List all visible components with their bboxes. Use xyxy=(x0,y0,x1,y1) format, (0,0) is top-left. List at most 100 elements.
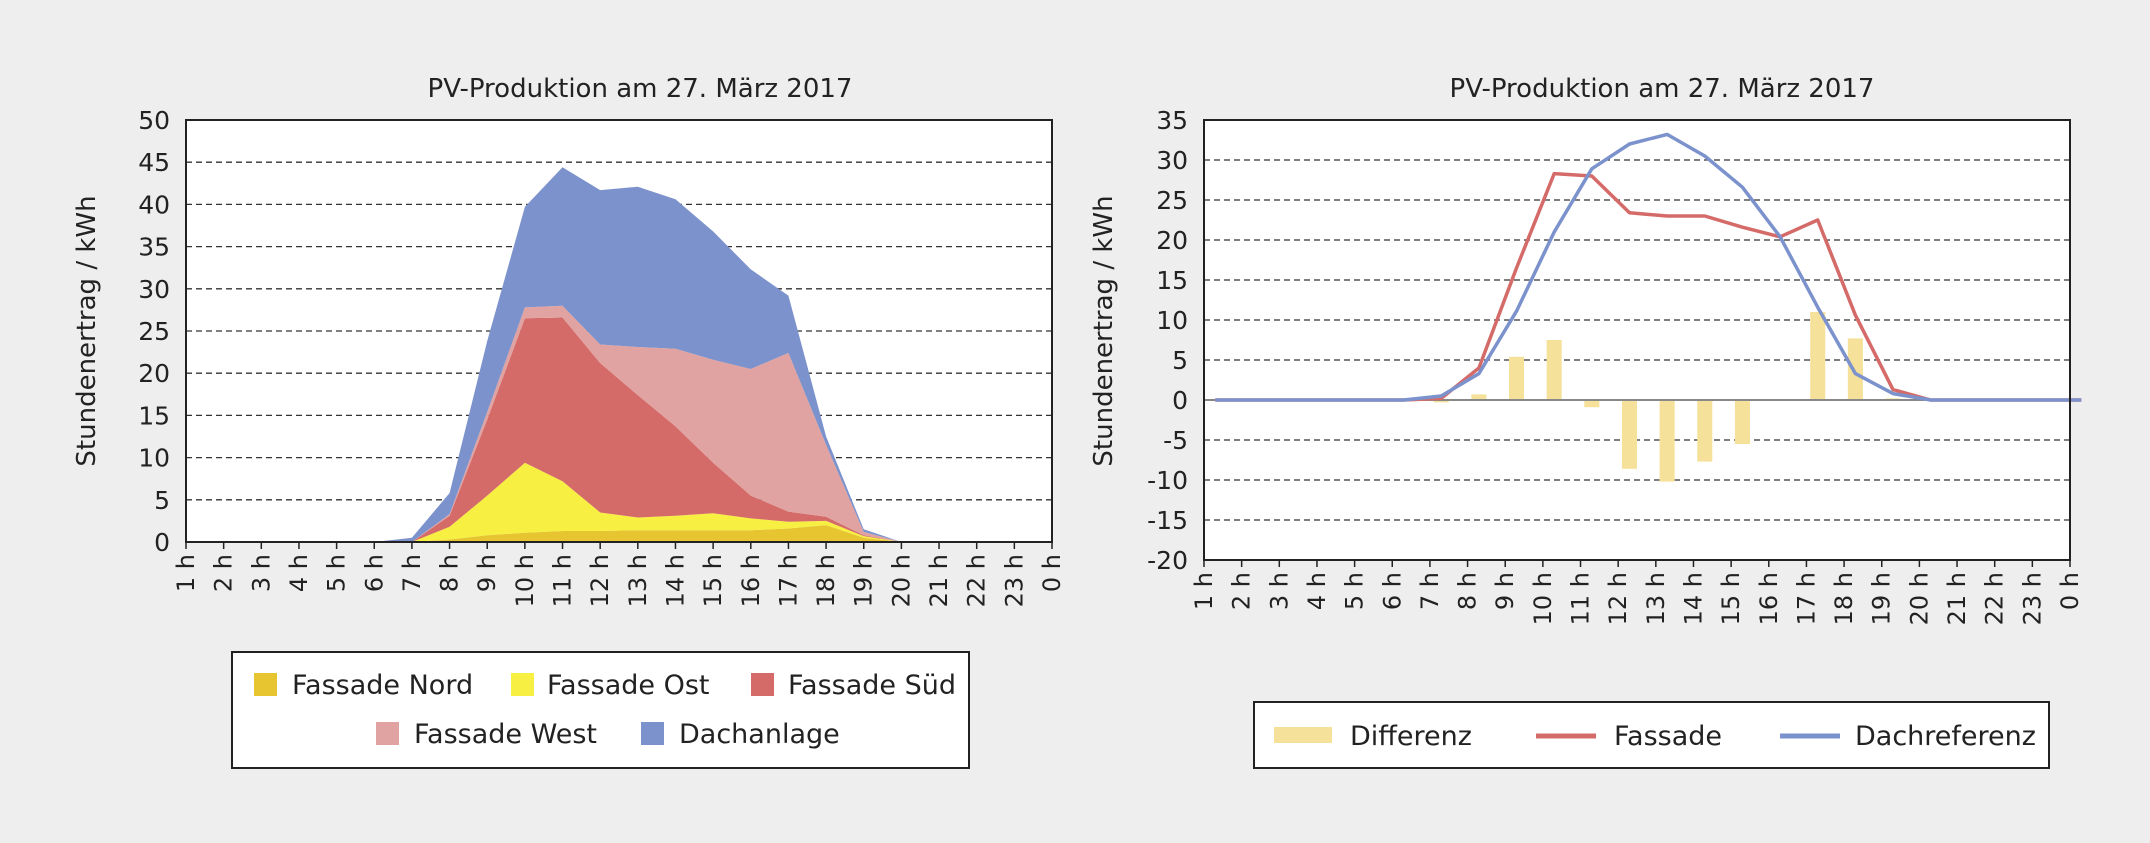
x-tick-label: 16 h xyxy=(1755,572,1783,625)
x-tick-label: 18 h xyxy=(812,554,840,607)
y-tick-label: -20 xyxy=(1147,546,1188,575)
x-tick-label: 12 h xyxy=(586,554,614,607)
bar-differenz xyxy=(1810,312,1826,400)
bar-differenz xyxy=(1847,338,1863,400)
left-areas xyxy=(186,167,1052,543)
x-tick-label: 20 h xyxy=(1905,572,1933,625)
right-chart: PV-Produktion am 27. März 2017 -20 -15 -10… xyxy=(1089,74,2084,625)
x-tick-label: 9 h xyxy=(473,554,501,592)
x-tick-label: 0 h xyxy=(1038,554,1066,592)
x-tick-label: 19 h xyxy=(1868,572,1896,625)
x-tick-label: 16 h xyxy=(737,554,765,607)
y-tick-label: 40 xyxy=(138,190,170,219)
y-tick-label: 30 xyxy=(138,275,170,304)
y-tick-label: -5 xyxy=(1163,426,1188,455)
x-tick-label: 23 h xyxy=(1000,554,1028,607)
x-tick-label: 7 h xyxy=(1416,572,1444,610)
x-tick-label: 18 h xyxy=(1830,572,1858,625)
x-tick-label: 6 h xyxy=(360,554,388,592)
x-tick-label: 22 h xyxy=(963,554,991,607)
legend-swatch-dachanlage xyxy=(641,722,664,745)
x-tick-label: 2 h xyxy=(210,554,238,592)
right-bars xyxy=(1433,312,1901,482)
x-tick-label: 17 h xyxy=(774,554,802,607)
area-dachanlage xyxy=(186,167,1052,543)
x-tick-label: 8 h xyxy=(436,554,464,592)
x-tick-label: 13 h xyxy=(1642,572,1670,625)
area-fassade-ost xyxy=(186,462,1052,542)
x-tick-label: 13 h xyxy=(624,554,652,607)
bar-differenz xyxy=(1546,340,1562,400)
bar-differenz xyxy=(1584,400,1600,408)
right-legend-box xyxy=(1253,701,2050,769)
right-gridlines xyxy=(1204,159,2070,521)
x-tick-label: 3 h xyxy=(247,554,275,592)
right-plot-background xyxy=(1204,120,2070,560)
x-tick-label: 19 h xyxy=(850,554,878,607)
left-y-axis-label: Stundenertrag / kWh xyxy=(72,195,102,466)
right-x-ticks: 1 h 2 h 3 h 4 h 5 h 6 h 7 h 8 h 9 h 10 h 11 h 12 h 1… xyxy=(1190,560,2084,625)
y-tick-label: 10 xyxy=(138,444,170,473)
right-plot-frame xyxy=(1203,119,2071,561)
x-tick-label: 14 h xyxy=(1679,572,1707,625)
x-tick-label: 23 h xyxy=(2018,572,2046,625)
y-tick-label: -10 xyxy=(1147,466,1188,495)
legend-label-fassade-sued: Fassade Süd xyxy=(788,670,956,701)
bar-differenz xyxy=(1508,356,1525,400)
x-tick-label: 2 h xyxy=(1228,572,1256,610)
y-tick-label: 5 xyxy=(1172,346,1188,375)
y-tick-label: 35 xyxy=(1156,106,1188,135)
bar-differenz xyxy=(1734,400,1750,444)
legend-swatch-fassade-ost xyxy=(511,673,534,696)
left-legend-box xyxy=(231,651,970,769)
right-y-axis-label: Stundenertrag / kWh xyxy=(1089,195,1119,466)
bar-differenz xyxy=(1697,400,1713,462)
area-fassade-sued xyxy=(186,317,1052,542)
x-tick-label: 10 h xyxy=(511,554,539,607)
x-tick-label: 22 h xyxy=(1981,572,2009,625)
x-tick-label: 15 h xyxy=(699,554,727,607)
right-lines xyxy=(1215,132,2082,402)
x-tick-label: 11 h xyxy=(1567,572,1595,625)
legend-label-fassade: Fassade xyxy=(1614,721,1722,752)
x-tick-label: 0 h xyxy=(2056,572,2084,610)
x-tick-label: 1 h xyxy=(1190,572,1218,610)
legend-label-fassade-ost: Fassade Ost xyxy=(547,670,710,701)
x-tick-label: 11 h xyxy=(549,554,577,607)
legend-label-dachanlage: Dachanlage xyxy=(679,719,840,750)
legend-swatch-fassade-sued xyxy=(751,673,774,696)
y-tick-label: 25 xyxy=(138,317,170,346)
left-x-ticks: 1 h 2 h 3 h 4 h 5 h 6 h 7 h 8 h 9 h 10 h 11 h 12 h 1… xyxy=(172,542,1066,607)
x-tick-label: 3 h xyxy=(1265,572,1293,610)
y-tick-label: 10 xyxy=(1156,306,1188,335)
x-tick-label: 8 h xyxy=(1454,572,1482,610)
left-plot-frame xyxy=(185,119,1053,543)
bar-differenz xyxy=(1433,400,1449,403)
bar-differenz xyxy=(1621,400,1637,469)
y-tick-label: 35 xyxy=(138,233,170,262)
y-tick-label: 20 xyxy=(138,359,170,388)
y-tick-label: 20 xyxy=(1156,226,1188,255)
right-chart-title: PV-Produktion am 27. März 2017 xyxy=(1450,74,1875,104)
bar-differenz xyxy=(1471,394,1487,400)
legend-swatch-differenz xyxy=(1274,727,1332,743)
x-tick-label: 5 h xyxy=(1341,572,1369,610)
x-tick-label: 14 h xyxy=(661,554,689,607)
y-tick-label: 0 xyxy=(154,528,170,557)
left-chart: PV-Produktion am 27. März 2017 0 5 10 15 20 2… xyxy=(72,74,1066,607)
area-fassade-nord xyxy=(186,525,1052,542)
left-y-ticks: 0 5 10 15 20 25 30 35 40 45 50 xyxy=(138,106,170,557)
x-tick-label: 21 h xyxy=(925,554,953,607)
right-legend: Differenz Fassade Dachreferenz xyxy=(1253,701,2050,769)
x-tick-label: 4 h xyxy=(1303,572,1331,610)
legend-label-dachreferenz: Dachreferenz xyxy=(1855,721,2036,752)
y-tick-label: 30 xyxy=(1156,146,1188,175)
y-tick-label: 50 xyxy=(138,106,170,135)
x-tick-label: 20 h xyxy=(887,554,915,607)
bar-differenz xyxy=(1659,400,1675,482)
x-tick-label: 4 h xyxy=(285,554,313,592)
y-tick-label: 45 xyxy=(138,148,170,177)
y-tick-label: 0 xyxy=(1172,386,1188,415)
legend-label-fassade-west: Fassade West xyxy=(414,719,597,750)
